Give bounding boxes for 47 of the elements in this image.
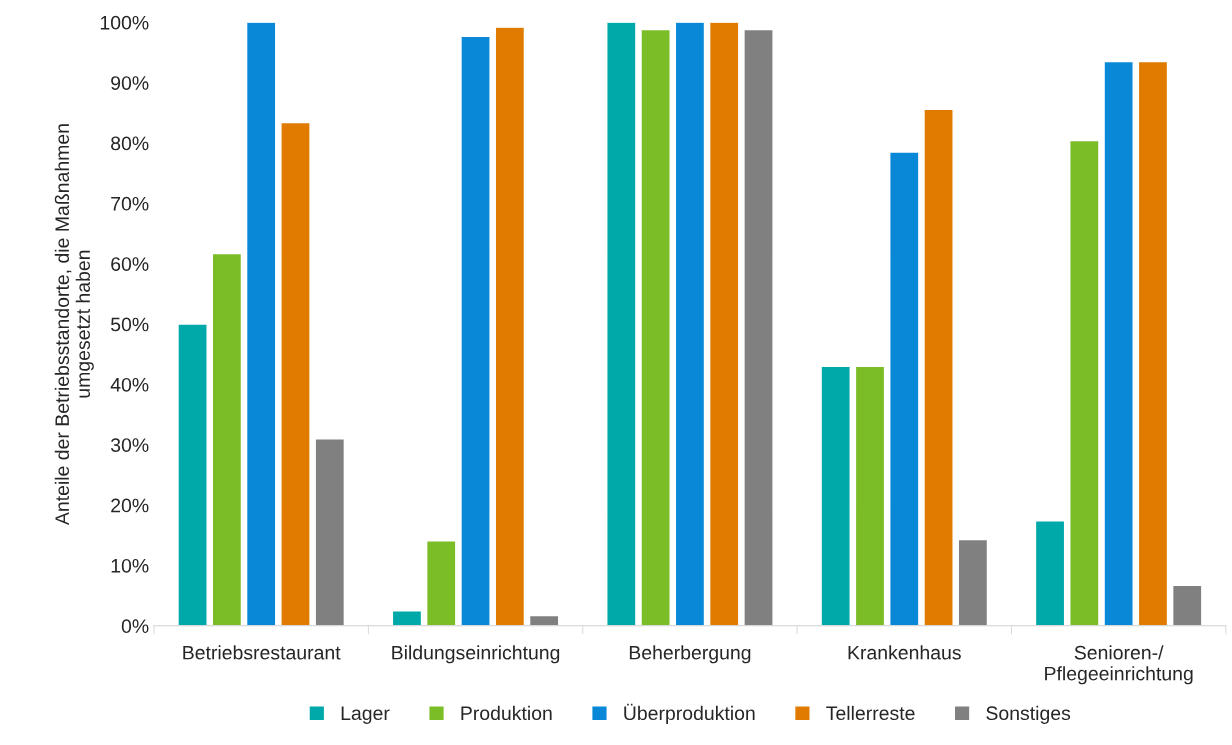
legend-label: Überproduktion [624, 703, 755, 724]
bar [1069, 139, 1100, 626]
legend-label: Tellerreste [826, 705, 915, 721]
y-tick-label: 50% [111, 317, 149, 332]
bar [640, 28, 671, 626]
x-tick-label: Beherbergung [629, 645, 751, 664]
bar [425, 540, 457, 626]
bar [923, 108, 954, 626]
y-tick-label: 60% [111, 257, 149, 271]
bar [211, 252, 243, 626]
legend-label: Produktion [461, 705, 552, 721]
x-tick-label: Krankenhaus [848, 645, 961, 660]
bar [820, 365, 851, 626]
bar [606, 22, 637, 626]
bar [280, 121, 311, 626]
bar [245, 22, 277, 626]
bar [1103, 60, 1134, 626]
y-tick-label: 70% [111, 196, 149, 211]
x-tick-label: Senioren-/ Pflegeeinrichtung [1045, 645, 1193, 685]
y-tick-label: 40% [110, 377, 149, 392]
y-tick-label: 20% [111, 498, 149, 513]
y-tick-label: 80% [111, 136, 149, 151]
y-tick-label: 0% [121, 619, 149, 634]
bar [177, 323, 208, 626]
legend-label: Lager [341, 706, 390, 724]
bar [494, 26, 526, 626]
bar [1034, 520, 1066, 626]
y-tick-label: 10% [111, 558, 149, 573]
bar [314, 438, 346, 626]
bar [528, 614, 560, 626]
y-tick-label: 90% [111, 76, 149, 90]
legend-label: Sonstiges [986, 705, 1071, 724]
y-tick-label: 30% [110, 438, 149, 452]
bar [854, 365, 886, 626]
bar [957, 538, 989, 626]
bar [708, 22, 740, 626]
bar [674, 22, 706, 626]
bar [1171, 584, 1203, 626]
bar [889, 151, 920, 626]
bar [391, 610, 423, 626]
x-tick-label: Bildungseinrichtung [392, 645, 560, 664]
y-axis-title: Anteile der Betriebsstandorte, die Maßnahmen umgesetzt haben [54, 124, 94, 526]
bar [743, 28, 774, 626]
y-tick-label: 100% [100, 15, 149, 30]
bar [1137, 60, 1169, 626]
bar [460, 35, 491, 626]
x-tick-label: Betriebsrestaurant [183, 645, 341, 660]
